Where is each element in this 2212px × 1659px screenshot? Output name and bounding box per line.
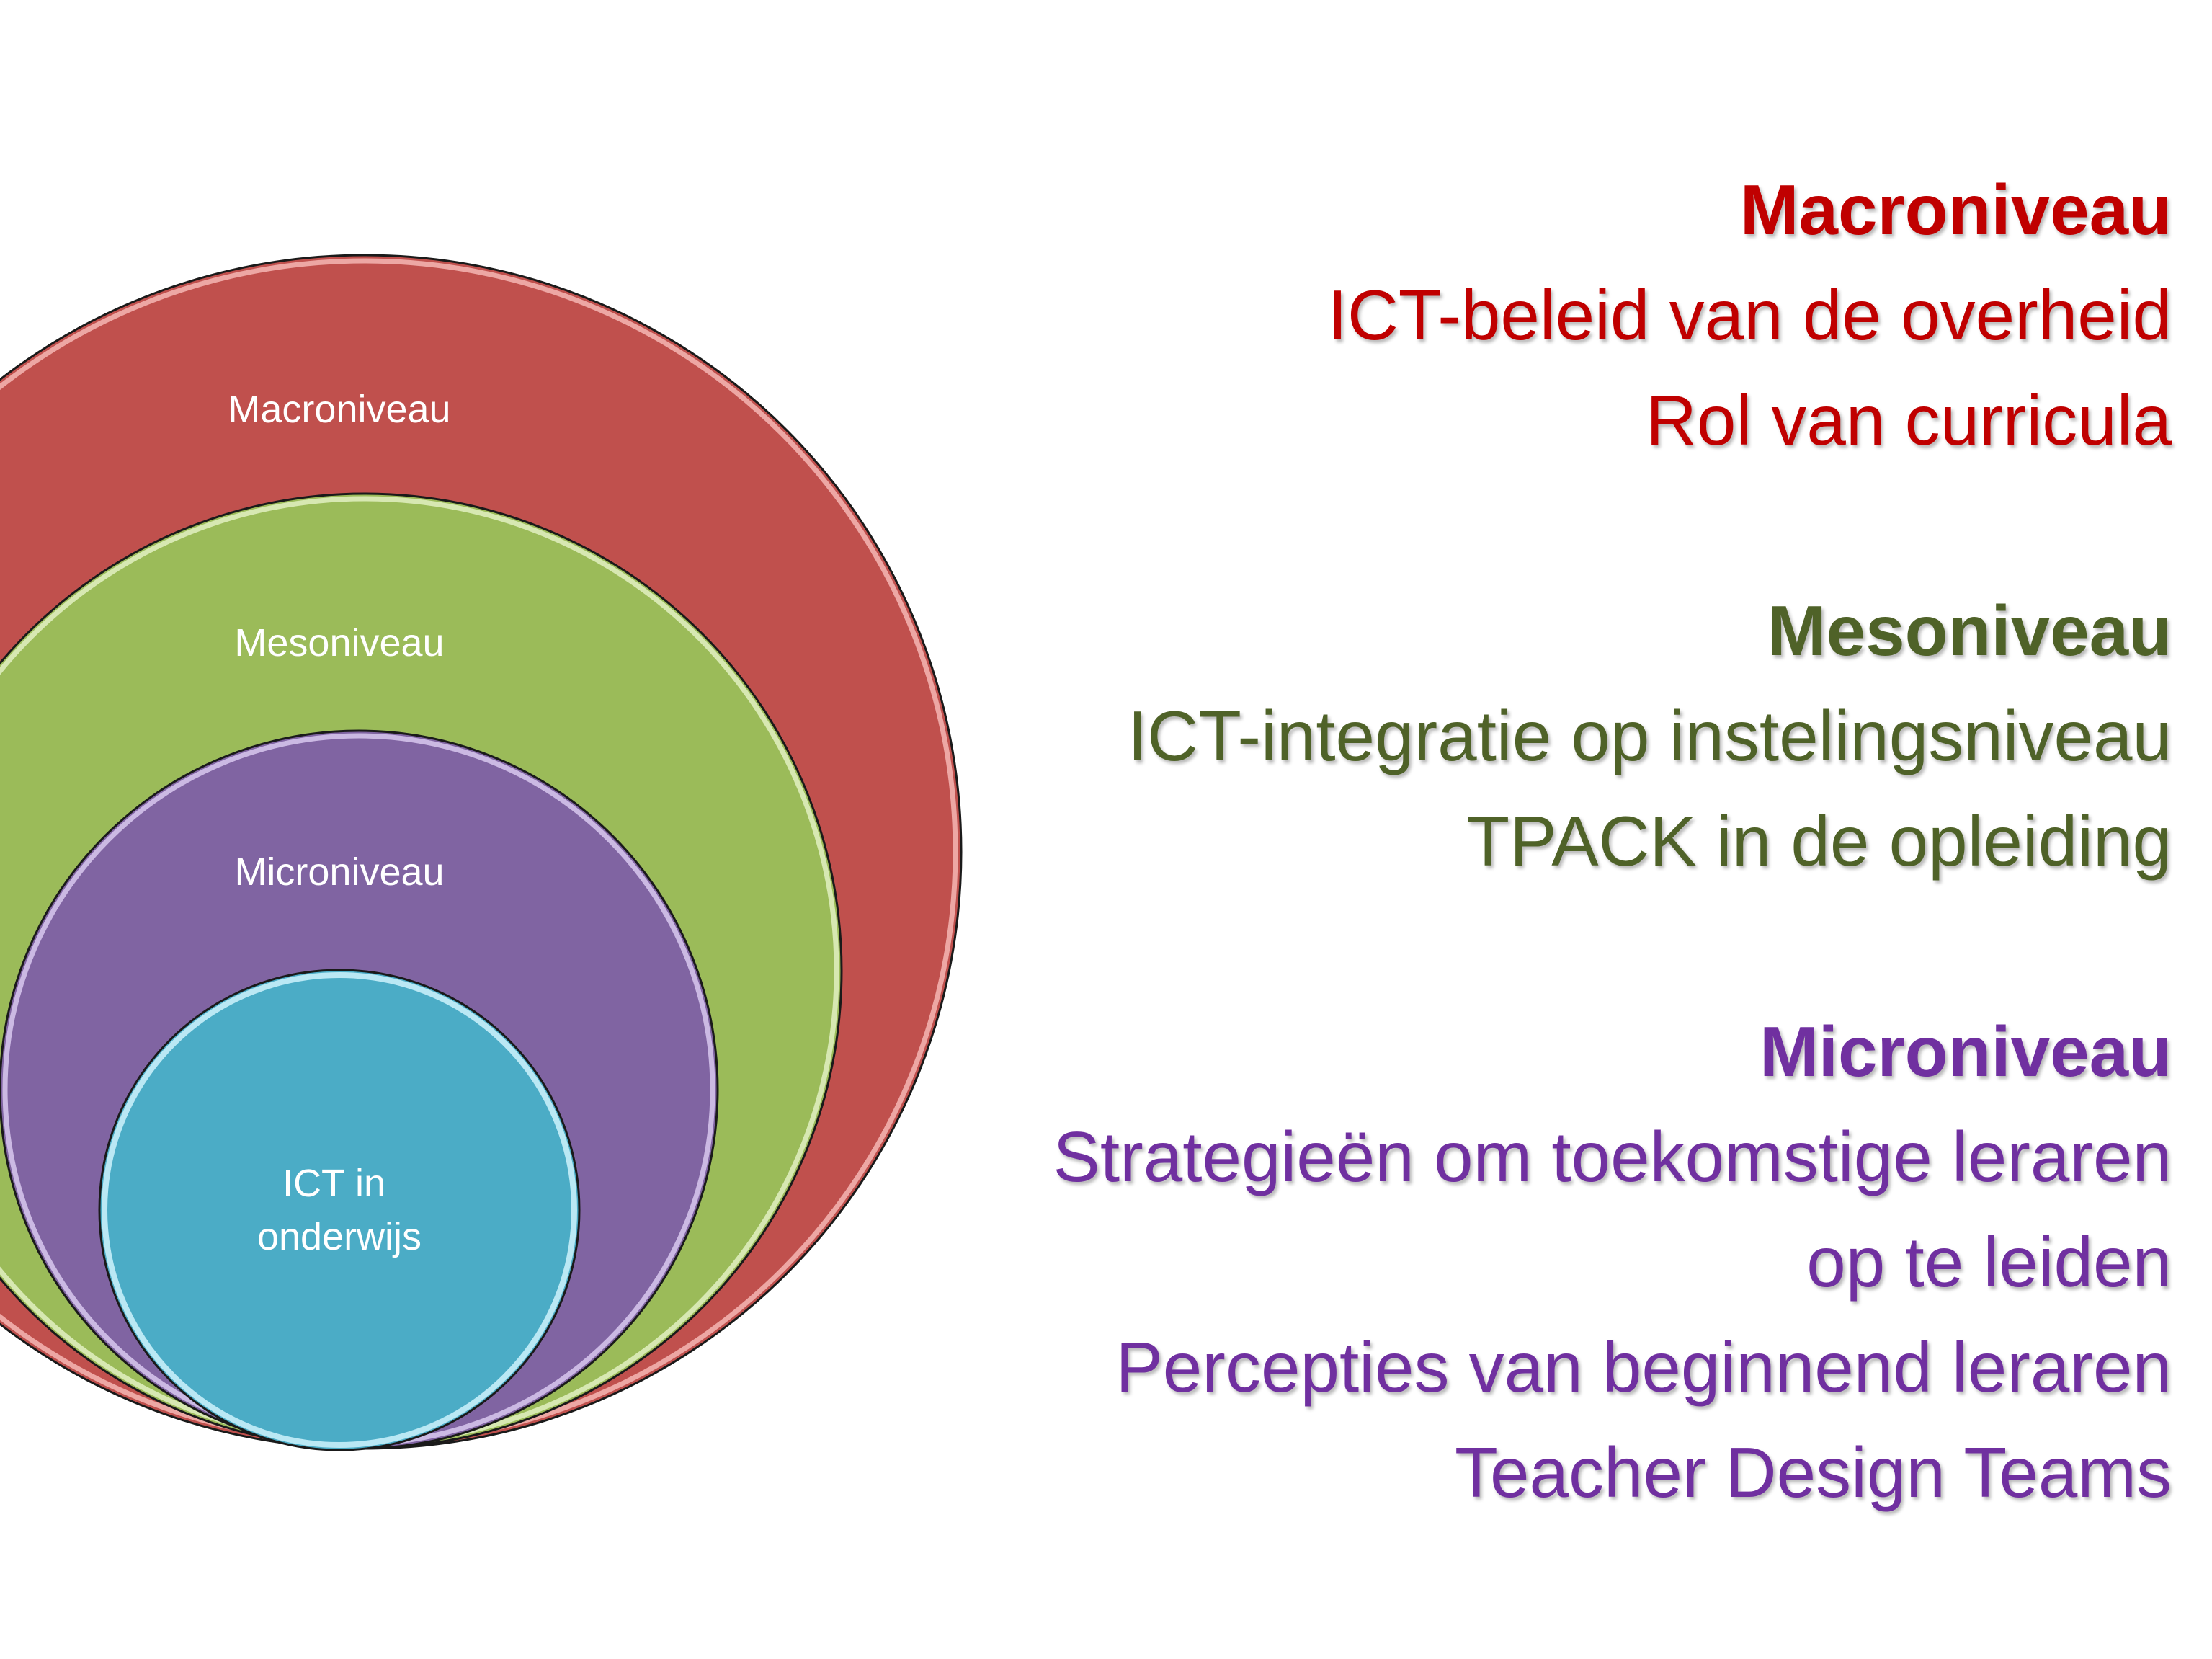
level-line: ICT-integratie op instelingsniveau [1127,696,2172,775]
level-heading-micro: Microniveau [1760,1012,2172,1091]
circle-mesoniveau-label: Mesoniveau [234,621,444,664]
levels-text-panel: Macroniveau ICT-beleid van de overheid R… [803,157,2172,1525]
level-section-meso: Mesoniveau ICT-integratie op instelingsn… [803,578,2172,894]
level-section-micro: Microniveau Strategieën om toekomstige l… [803,999,2172,1525]
level-line: Rol van curricula [1646,381,2172,460]
level-heading-meso: Mesoniveau [1767,591,2172,670]
level-section-macro: Macroniveau ICT-beleid van de overheid R… [803,157,2172,473]
level-line: TPACK in de opleiding [1466,801,2172,881]
circle-macroniveau-label: Macroniveau [228,388,450,431]
circle-microniveau-label: Microniveau [234,850,444,894]
circle-ict-in-onderwijs-label-line-2: onderwijs [257,1215,422,1258]
circle-ict-in-onderwijs: ICT in onderwijs [98,969,581,1451]
level-line: ICT-beleid van de overheid [1327,275,2172,355]
level-line: Teacher Design Teams [1454,1433,2172,1512]
level-line: op te leiden [1806,1222,2172,1302]
level-line: Strategieën om toekomstige leraren [1053,1117,2172,1196]
circle-ict-in-onderwijs-shape [98,969,581,1451]
circle-ict-in-onderwijs-label-line-1: ICT in [282,1162,385,1205]
level-heading-macro: Macroniveau [1739,170,2172,249]
level-line: Percepties van beginnend leraren [1115,1327,2172,1407]
circle-ict-in-onderwijs-label: ICT in onderwijs [257,1162,422,1258]
circle-ict-in-onderwijs-rim [102,972,577,1448]
